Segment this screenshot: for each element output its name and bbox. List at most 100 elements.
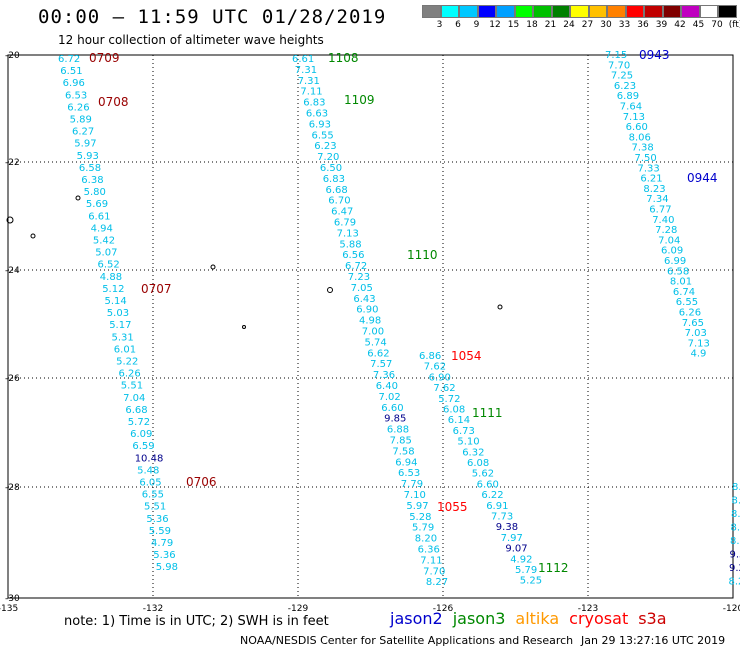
wave-height-value: 6.27 [72,127,94,138]
legend-swatch [459,5,478,18]
wave-height-value: 6.72 [345,261,367,272]
wave-height-value: 5.07 [95,248,117,259]
wave-height-value: 5.36 [153,550,175,561]
wave-height-value: 6.91 [486,501,508,512]
wave-height-value: 6.70 [328,196,350,207]
legend-swatch [477,5,496,18]
wave-height-value: 7.50 [635,153,657,164]
wave-height-value: 6.32 [462,447,484,458]
wave-height-value: 6.22 [481,490,503,501]
wave-height-value: 6.55 [142,490,164,501]
map-frame [7,54,734,599]
pass-time-label: 1109 [344,93,375,107]
wave-height-value: 6.47 [331,207,353,218]
wave-height-value: 6.90 [429,372,451,383]
wave-height-value: 5.51 [121,381,143,392]
wave-height-value: 4.79 [151,538,173,549]
wave-height-value: 7.64 [620,102,642,113]
wave-height-value: 6.62 [367,348,389,359]
legend-swatch [662,5,681,18]
wave-height-value: 6.93 [309,119,331,130]
legend-swatch [533,5,552,18]
wave-height-value: 5.97 [74,139,96,150]
x-axis-label: -135 [0,604,18,614]
y-axis-label: -28 [5,483,20,493]
wave-height-value: 6.61 [88,211,110,222]
y-axis-label: -24 [5,266,20,276]
wave-height-value: 7.31 [298,76,320,87]
wave-height-value: 6.79 [334,218,356,229]
wave-height-value: 6.23 [614,81,636,92]
wave-height-value: 6.60 [626,122,648,133]
wave-height-value: 5.74 [365,337,387,348]
wave-height-value: 9.07 [505,544,527,555]
y-axis-label: -20 [5,51,20,61]
legend-swatch [625,5,644,18]
x-axis-label: -126 [433,604,454,614]
wave-height-value: 5.42 [93,236,115,247]
track-right-edge: 8. 8.3 8. 8.8 8.3 9.59 9.25 8.26 [729,482,740,588]
wave-height-value: 6.53 [65,90,87,101]
wave-height-value: 6.40 [376,381,398,392]
wave-height-value: 6.53 [398,468,420,479]
wave-height-value: 6.56 [342,250,364,261]
credit-text: NOAA/NESDIS Center for Satellite Applica… [240,634,574,647]
wave-height-value: 7.13 [623,112,645,123]
wave-height-value: 5.80 [84,187,106,198]
legend-label: 18 [526,20,538,30]
wave-height-value: 7.79 [401,479,423,490]
wave-height-value: 5.14 [105,296,127,307]
legend-label: 27 [581,20,594,30]
satellite-jason3: jason3 [452,609,506,628]
legend-swatch [551,5,570,18]
wave-height-value: 8. [731,509,740,520]
page-title: 00:00 — 11:59 UTC 01/28/2019 [38,6,387,28]
wave-height-value: 6.58 [79,163,101,174]
legend-label: 9 [473,20,480,30]
page-subtitle: 12 hour collection of altimeter wave hei… [58,33,324,47]
legend-label: 39 [655,20,668,30]
wave-height-value: 7.11 [300,87,322,98]
x-axis-label: -120 [723,604,740,614]
wave-height-value: 5.28 [409,512,431,523]
wave-height-value: 6.73 [453,426,475,437]
wave-height-value: 7.65 [682,318,704,329]
wave-height-value: 8.01 [670,277,692,288]
wave-height-value: 5.72 [438,394,460,405]
wave-height-value: 5.17 [109,320,131,331]
wave-height-value: 5.48 [137,465,159,476]
wave-height-value: 6.77 [649,205,671,216]
legend-label: 24 [563,20,575,30]
y-axis-label: -22 [5,158,20,168]
wave-height-value: 8. [732,482,740,493]
pass-time-label: 1111 [472,406,503,420]
wave-height-value: 6.55 [676,297,698,308]
wave-height-value: 4.92 [510,554,532,565]
pass-time-label: 0709 [89,51,120,65]
wave-height-value: 6.09 [661,246,683,257]
wave-height-value: 5.25 [520,576,542,587]
satellite-altika: altika [515,609,560,628]
wave-height-value: 6.58 [667,266,689,277]
legend-swatch [681,5,700,18]
wave-height-value: 6.05 [139,478,161,489]
wave-height-value: 6.09 [130,429,152,440]
wave-height-value: 7.04 [658,235,680,246]
wave-height-value: 5.51 [144,502,166,513]
legend-label: 42 [674,20,686,30]
legend-label: 12 [489,20,501,30]
wave-height-value: 6.90 [356,305,378,316]
track-1108-1055: 6.617.317.317.116.836.636.936.556.237.20… [292,54,448,588]
wave-height-value: 9.25 [729,563,740,574]
wave-height-value: 7.31 [295,65,317,76]
wave-height-value: 7.05 [351,283,373,294]
wave-height-value: 7.40 [652,215,674,226]
wave-height-value: 10.48 [135,453,164,464]
pass-time-label: 1108 [328,51,359,65]
wave-height-value: 6.14 [448,415,470,426]
wave-height-value: 5.89 [70,115,92,126]
wave-height-value: 8.27 [426,577,448,588]
wave-height-value: 5.22 [116,357,138,368]
wave-height-value: 8.3 [730,536,740,547]
